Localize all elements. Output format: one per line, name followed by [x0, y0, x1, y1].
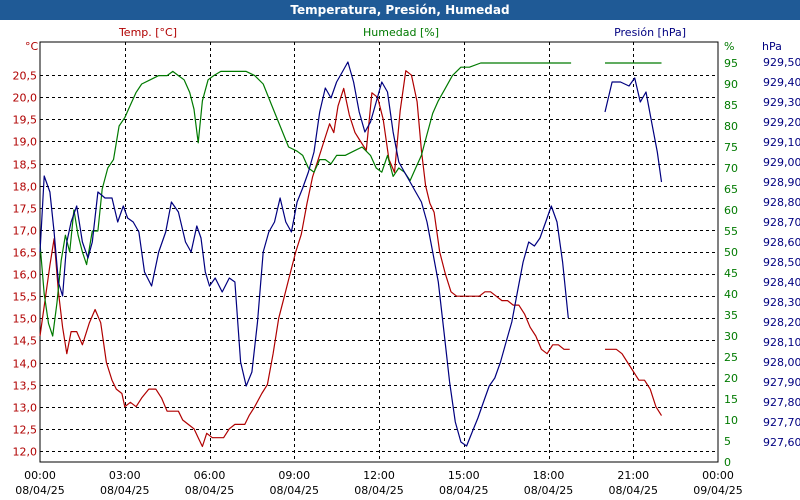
hum-tick-label: 90: [724, 78, 738, 91]
pres-tick-label: 928,20: [763, 316, 800, 329]
x-tick-label: 00:00: [702, 469, 734, 482]
x-tick-date: 08/04/25: [15, 484, 64, 497]
x-tick-date: 08/04/25: [270, 484, 319, 497]
pres-tick-label: 929,10: [763, 136, 800, 149]
x-tick-date: 08/04/25: [185, 484, 234, 497]
pres-tick-label: 929,20: [763, 116, 800, 129]
temp-tick-label: 13,0: [13, 402, 38, 415]
x-tick-date: 08/04/25: [354, 484, 403, 497]
pres-unit: hPa: [762, 40, 782, 53]
pres-tick-label: 928,80: [763, 196, 800, 209]
temp-tick-label: 16,0: [13, 269, 38, 282]
temp-tick-label: 18,0: [13, 181, 38, 194]
hum-tick-label: 95: [724, 57, 738, 70]
x-tick-label: 15:00: [448, 469, 480, 482]
pres-tick-label: 928,40: [763, 276, 800, 289]
pres-tick-label: 928,50: [763, 256, 800, 269]
x-tick-label: 06:00: [194, 469, 226, 482]
x-tick-label: 00:00: [24, 469, 56, 482]
x-tick-label: 03:00: [109, 469, 141, 482]
pres-tick-label: 929,30: [763, 96, 800, 109]
pres-tick-label: 928,60: [763, 236, 800, 249]
hum-tick-label: 65: [724, 183, 738, 196]
hum-tick-label: 10: [724, 414, 738, 427]
pres-tick-label: 929,50: [763, 56, 800, 69]
grid: [39, 41, 719, 463]
pres-legend: Presión [hPa]: [614, 26, 686, 39]
x-tick-date: 08/04/25: [439, 484, 488, 497]
temp-unit: °C: [25, 40, 39, 53]
hum-tick-label: 30: [724, 330, 738, 343]
hum-tick-label: 15: [724, 393, 738, 406]
hum-tick-label: 45: [724, 267, 738, 280]
temp-tick-label: 20,0: [13, 92, 38, 105]
temp-tick-label: 17,5: [13, 203, 38, 216]
temp-legend: Temp. [°C]: [118, 26, 177, 39]
pres-tick-label: 927,60: [763, 436, 800, 449]
pres-tick-label: 927,70: [763, 416, 800, 429]
temp-series-line: [605, 348, 663, 416]
temp-tick-label: 19,0: [13, 136, 38, 149]
x-tick-date: 08/04/25: [100, 484, 149, 497]
hum-legend: Humedad [%]: [363, 26, 439, 39]
pres-tick-label: 928,70: [763, 216, 800, 229]
pres-tick-label: 927,90: [763, 376, 800, 389]
x-tick-date: 09/04/25: [693, 484, 742, 497]
x-tick-label: 12:00: [363, 469, 395, 482]
temp-tick-label: 14,0: [13, 358, 38, 371]
hum-tick-label: 75: [724, 141, 738, 154]
pres-tick-label: 928,90: [763, 176, 800, 189]
hum-tick-label: 55: [724, 225, 738, 238]
temp-tick-label: 14,5: [13, 335, 38, 348]
temp-tick-label: 12,0: [13, 446, 38, 459]
hum-tick-label: 60: [724, 204, 738, 217]
temp-series-line: [39, 70, 570, 448]
temp-tick-label: 15,5: [13, 291, 38, 304]
temp-tick-label: 18,5: [13, 159, 38, 172]
series-lines: [39, 61, 663, 448]
temp-tick-label: 19,5: [13, 114, 38, 127]
pres-tick-label: 929,40: [763, 76, 800, 89]
pres-tick-label: 928,30: [763, 296, 800, 309]
hum-tick-label: 40: [724, 288, 738, 301]
temp-tick-label: 15,0: [13, 313, 38, 326]
temp-tick-label: 13,5: [13, 380, 38, 393]
x-tick-label: 21:00: [617, 469, 649, 482]
hum-tick-label: 25: [724, 351, 738, 364]
temp-tick-label: 17,0: [13, 225, 38, 238]
hum-tick-label: 70: [724, 162, 738, 175]
hum-tick-label: 85: [724, 99, 738, 112]
x-tick-date: 08/04/25: [524, 484, 573, 497]
hum-tick-label: 35: [724, 309, 738, 322]
temp-tick-label: 12,5: [13, 424, 38, 437]
pres-series-line: [604, 77, 663, 183]
x-tick-date: 08/04/25: [609, 484, 658, 497]
hum-series-line: [39, 62, 572, 337]
temp-tick-label: 20,5: [13, 70, 38, 83]
chart-title: Temperatura, Presión, Humedad: [0, 0, 800, 20]
pres-tick-label: 929,00: [763, 156, 800, 169]
x-tick-label: 18:00: [533, 469, 565, 482]
hum-unit: %: [724, 40, 734, 53]
pres-tick-label: 927,80: [763, 396, 800, 409]
hum-tick-label: 50: [724, 246, 738, 259]
axes: 00:00 08/04/25 03:00 08/04/25 06:00 08/04/25 0…: [13, 56, 800, 497]
pres-tick-label: 928,00: [763, 356, 800, 369]
x-tick-label: 09:00: [278, 469, 310, 482]
hum-tick-label: 20: [724, 372, 738, 385]
pres-tick-label: 928,10: [763, 336, 800, 349]
pres-series-line: [39, 61, 569, 447]
hum-tick-label: 0: [724, 456, 731, 469]
hum-tick-label: 80: [724, 120, 738, 133]
temp-tick-label: 16,5: [13, 247, 38, 260]
hum-tick-label: 5: [724, 435, 731, 448]
